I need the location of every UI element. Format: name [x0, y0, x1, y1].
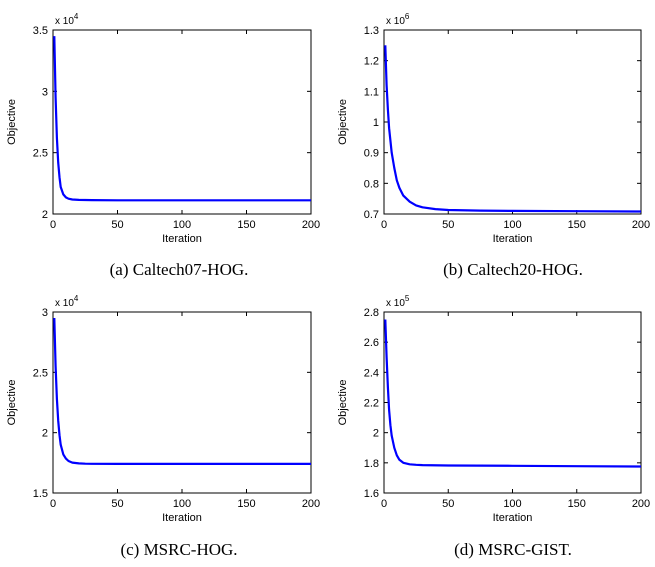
x-tick-label: 100 — [173, 219, 191, 231]
x-tick-label: 50 — [111, 498, 123, 510]
chart-caption-caltech07-hog: (a) Caltech07-HOG. — [109, 260, 249, 279]
chart-panel-caltech07-hog: 0 50 100 150 200 2 2.5 3 3.5 x 104 Iteration Object… — [0, 0, 327, 290]
y-tick-label: 2.4 — [364, 367, 379, 379]
x-tick-label: 150 — [568, 498, 586, 510]
y-tick-label: 3.5 — [33, 25, 48, 37]
y-tick-label: 1.1 — [364, 86, 379, 98]
y-tick-label: 3 — [42, 307, 48, 319]
chart-plot-msrc-gist: 0 50 100 150 200 1.6 1.8 2 2.2 2.4 2.6 2.8 x 105 Iter… — [337, 294, 650, 524]
x-tick-label: 150 — [237, 498, 255, 510]
y-tick-label: 1.2 — [364, 56, 379, 68]
chart-panel-caltech20-hog: 0 50 100 150 200 0.7 0.8 0.9 1 1.1 1.2 1.3 x 106 Iter… — [327, 0, 655, 290]
y-tick-label: 1.5 — [33, 488, 48, 500]
x-tick-label: 100 — [173, 498, 191, 510]
x-axis-label: Iteration — [493, 233, 533, 245]
chart-plot-caltech20-hog: 0 50 100 150 200 0.7 0.8 0.9 1 1.1 1.2 1.3 x 106 Iter… — [337, 12, 650, 245]
y-tick-label: 2 — [42, 428, 48, 440]
chart-panel-msrc-gist: 0 50 100 150 200 1.6 1.8 2 2.2 2.4 2.6 2.8 x 105 Iter… — [327, 285, 655, 567]
objective-series-line — [384, 45, 642, 213]
objective-series-line — [53, 317, 311, 465]
y-tick-label: 2 — [373, 428, 379, 440]
y-tick-label: 0.7 — [364, 209, 379, 221]
x-tick-label: 50 — [442, 498, 454, 510]
y-axis-exponent: x 104 — [55, 12, 79, 27]
chart-panel-msrc-hog: 0 50 100 150 200 1.5 2 2.5 3 x 104 Iteration Object… — [0, 285, 327, 567]
plot-area-frame — [52, 311, 312, 494]
x-axis-label: Iteration — [162, 512, 202, 524]
y-tick-label: 2 — [42, 209, 48, 221]
y-tick-label: 0.8 — [364, 178, 379, 190]
y-tick-label: 1.6 — [364, 488, 379, 500]
y-tick-label: 3 — [42, 86, 48, 98]
y-axis-label: Objective — [337, 380, 349, 426]
x-tick-label: 200 — [302, 219, 320, 231]
y-tick-label: 1.3 — [364, 25, 379, 37]
x-tick-label: 150 — [237, 219, 255, 231]
objective-series-line — [384, 319, 642, 468]
chart-plot-caltech07-hog: 0 50 100 150 200 2 2.5 3 3.5 x 104 Iteration Object… — [6, 12, 320, 245]
plot-area-frame — [383, 29, 642, 215]
y-axis-label: Objective — [337, 99, 349, 145]
plot-area-frame — [383, 311, 642, 494]
y-axis-exponent: x 104 — [55, 294, 79, 309]
x-tick-label: 0 — [50, 219, 56, 231]
chart-caption-caltech20-hog: (b) Caltech20-HOG. — [443, 260, 583, 279]
x-tick-label: 100 — [503, 498, 521, 510]
y-axis-exponent: x 105 — [386, 294, 410, 309]
y-axis-label: Objective — [6, 99, 18, 145]
y-tick-label: 0.9 — [364, 148, 379, 160]
chart-plot-msrc-hog: 0 50 100 150 200 1.5 2 2.5 3 x 104 Iteration Object… — [6, 294, 320, 524]
y-tick-label: 1 — [373, 117, 379, 129]
y-tick-label: 2.5 — [33, 148, 48, 160]
y-tick-label: 1.8 — [364, 458, 379, 470]
y-axis-label: Objective — [6, 380, 18, 426]
y-tick-label: 2.6 — [364, 337, 379, 349]
chart-caption-msrc-hog: (c) MSRC-HOG. — [120, 540, 238, 559]
x-tick-label: 0 — [381, 219, 387, 231]
x-tick-label: 200 — [302, 498, 320, 510]
y-tick-label: 2.2 — [364, 398, 379, 410]
plot-area-frame — [52, 29, 312, 215]
y-axis-exponent: x 106 — [386, 12, 410, 27]
x-tick-label: 0 — [381, 498, 387, 510]
x-tick-label: 200 — [632, 219, 650, 231]
x-tick-label: 50 — [442, 219, 454, 231]
x-tick-label: 200 — [632, 498, 650, 510]
y-tick-label: 2.8 — [364, 307, 379, 319]
y-tick-label: 2.5 — [33, 367, 48, 379]
x-axis-label: Iteration — [493, 512, 533, 524]
objective-series-line — [53, 36, 311, 202]
x-tick-label: 100 — [503, 219, 521, 231]
x-tick-label: 0 — [50, 498, 56, 510]
x-axis-label: Iteration — [162, 233, 202, 245]
x-tick-label: 50 — [111, 219, 123, 231]
chart-caption-msrc-gist: (d) MSRC-GIST. — [454, 540, 572, 559]
x-tick-label: 150 — [568, 219, 586, 231]
